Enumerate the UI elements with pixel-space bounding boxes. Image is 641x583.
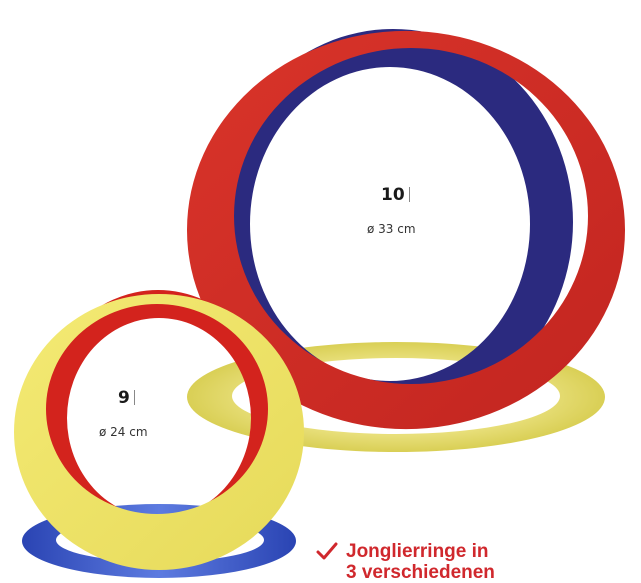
ring-10-diameter: ø 33 cm: [367, 222, 416, 236]
feature-line-2: 3 verschiedenen: [346, 562, 495, 583]
ring-9-front: [13, 293, 304, 571]
ring-10-number: 10: [381, 185, 410, 205]
ring-9-diameter: ø 24 cm: [99, 425, 148, 439]
ring-10-number-text: 10: [381, 185, 405, 205]
feature-line-1: Jonglierringe in: [346, 541, 489, 562]
separator: [408, 187, 410, 202]
check-icon: [316, 542, 338, 560]
separator: [133, 390, 135, 405]
ring-9-number: 9: [118, 388, 135, 408]
ring-9-group: [13, 290, 304, 578]
feature-text: Jonglierringe in 3 verschiedenen: [318, 541, 638, 583]
ring-9-number-text: 9: [118, 388, 130, 408]
